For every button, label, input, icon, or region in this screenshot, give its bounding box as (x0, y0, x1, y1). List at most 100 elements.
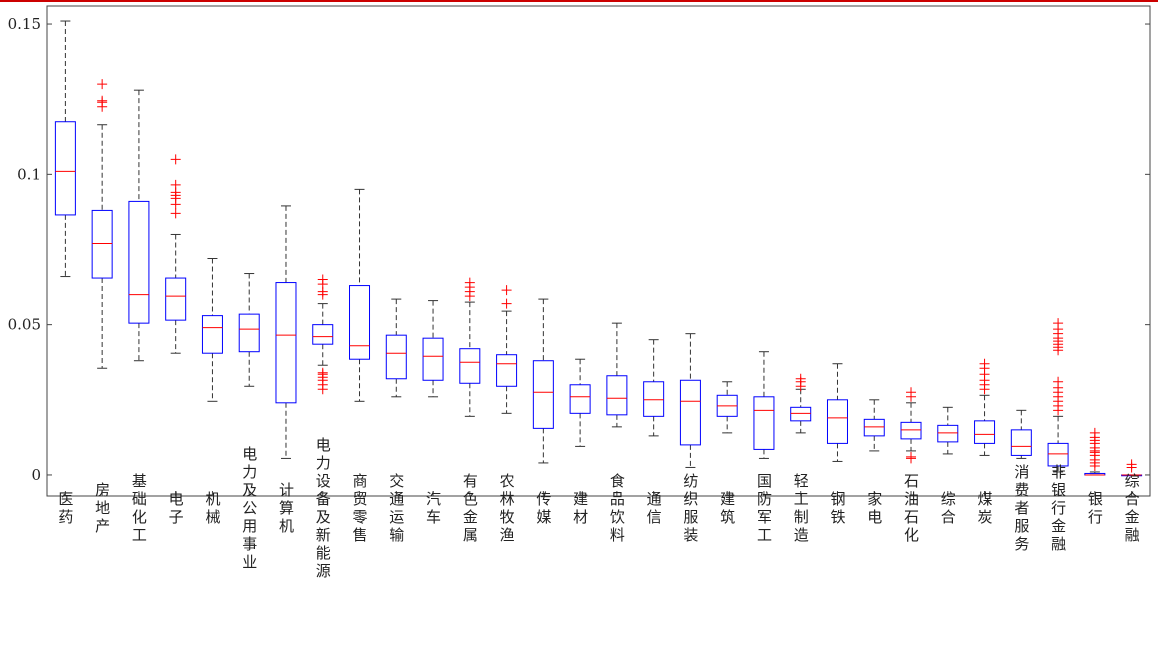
box-group (54, 20, 76, 278)
box-group (937, 406, 959, 455)
x-category-label: 汽车 (424, 491, 442, 527)
box-iqr (826, 399, 848, 444)
box-iqr (679, 379, 701, 446)
box-group (385, 298, 407, 398)
box-group (569, 358, 591, 447)
box-iqr (974, 420, 996, 444)
x-category-label: 食品饮料 (608, 473, 626, 545)
box-group (532, 298, 554, 464)
x-category-label: 国防军工 (755, 473, 773, 545)
x-category-label: 电力设备及新能源 (314, 437, 332, 581)
outlier-marker (97, 95, 108, 106)
box-iqr (312, 324, 334, 345)
box-iqr (385, 334, 407, 380)
x-category-label: 钢铁 (828, 491, 846, 527)
x-category-label: 建筑 (718, 491, 736, 527)
box-iqr (496, 354, 518, 387)
x-category-label: 房地产 (93, 482, 111, 536)
x-category-label: 家电 (865, 491, 883, 527)
outlier-marker (97, 79, 108, 90)
outlier-marker (906, 387, 917, 398)
box-iqr (900, 421, 922, 440)
box-group (974, 358, 996, 456)
x-category-label: 纺织服装 (681, 473, 699, 545)
box-group (349, 188, 371, 402)
outlier-marker (170, 154, 181, 165)
outlier-marker (501, 285, 512, 296)
x-category-label: 综合 (939, 491, 957, 527)
box-group (1047, 318, 1069, 473)
outlier-marker (979, 358, 990, 369)
x-category-label: 有色金属 (461, 473, 479, 545)
box-iqr (643, 381, 665, 417)
outlier-marker (501, 298, 512, 309)
outlier-marker (1053, 318, 1064, 329)
x-category-label: 建材 (571, 491, 589, 527)
y-axis: 0 0.05 0.1 0.15 (8, 15, 1150, 484)
outlier-marker (1126, 459, 1137, 470)
axes-frame (46, 5, 1151, 497)
box-iqr (238, 313, 260, 353)
x-category-label: 传媒 (534, 491, 552, 527)
x-category-label: 通信 (645, 491, 663, 527)
box-iqr (1047, 442, 1069, 467)
x-category-label: 电子 (167, 491, 185, 527)
box-iqr (54, 121, 76, 216)
x-category-label: 电力及公用事业 (240, 446, 258, 572)
box-iqr (753, 396, 775, 450)
box-group (1010, 409, 1032, 459)
x-axis-labels: 医药 房地产 基础化工 电子 机械 电力及公用事业 计算机 电力设备及新能源 商贸零售 交通运输 汽… (56, 437, 1140, 581)
x-category-label: 银行 (1086, 491, 1104, 527)
x-category-label: 消费者服务 (1012, 464, 1030, 554)
box-iqr (349, 285, 371, 360)
box-iqr (863, 418, 885, 437)
box-iqr (1010, 429, 1032, 456)
box-group (128, 89, 150, 362)
box-group (900, 387, 922, 464)
box-iqr (201, 315, 223, 354)
box-iqr (606, 375, 628, 416)
outlier-marker (170, 179, 181, 190)
box-iqr (937, 424, 959, 443)
y-tick-label: 0.15 (8, 15, 41, 33)
top-border-line (0, 0, 1158, 2)
box-group (1084, 427, 1106, 476)
x-category-label: 交通运输 (387, 472, 405, 545)
x-category-label: 农林牧渔 (498, 473, 516, 545)
box-group (165, 154, 187, 354)
x-category-label: 计算机 (277, 482, 295, 536)
box-group (238, 273, 260, 387)
x-category-label: 机械 (203, 491, 221, 527)
boxes-layer (54, 20, 1143, 477)
outlier-marker (1053, 376, 1064, 387)
x-category-label: 煤炭 (976, 491, 994, 527)
box-group (496, 285, 518, 414)
box-group (422, 300, 444, 398)
box-group (459, 277, 481, 417)
outlier-marker (1089, 427, 1100, 438)
box-group (1121, 459, 1143, 477)
outlier-marker (795, 373, 806, 384)
outlier-marker (317, 367, 328, 378)
x-category-label: 基础化工 (130, 473, 148, 545)
box-group (91, 79, 113, 369)
y-tick-label: 0 (31, 466, 41, 484)
x-category-label: 综合金融 (1123, 473, 1141, 545)
outlier-marker (317, 274, 328, 285)
plot-frame (46, 5, 1151, 497)
outlier-marker (464, 277, 475, 288)
y-tick-label: 0.05 (8, 316, 41, 334)
box-iqr (459, 348, 481, 384)
box-group (679, 333, 701, 468)
y-tick-label: 0.1 (17, 165, 41, 183)
box-group (275, 205, 297, 459)
box-group (312, 274, 334, 395)
box-group (201, 258, 223, 402)
x-category-label: 石油石化 (902, 473, 920, 545)
outlier-marker (906, 451, 917, 462)
box-group (643, 339, 665, 437)
box-iqr (569, 384, 591, 414)
x-category-label: 轻工制造 (792, 473, 810, 545)
box-iqr (128, 200, 150, 324)
box-iqr (422, 337, 444, 381)
